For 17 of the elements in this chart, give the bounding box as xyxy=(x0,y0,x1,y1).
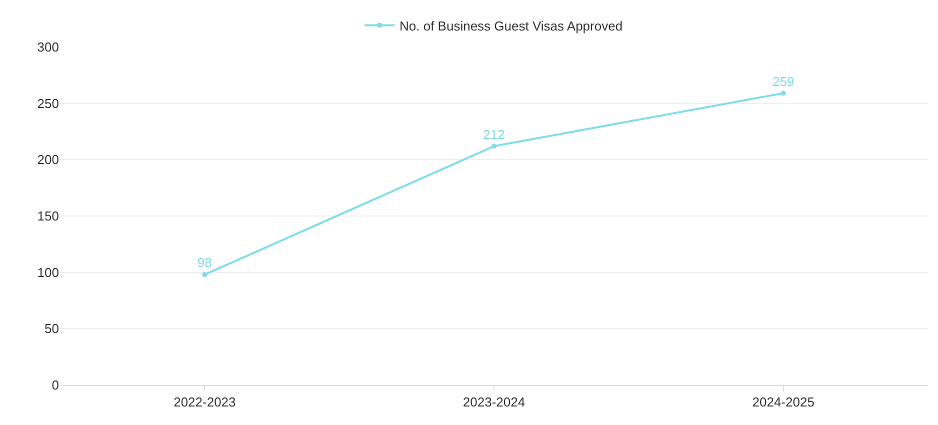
y-tick-label: 300 xyxy=(37,40,59,55)
legend-label: No. of Business Guest Visas Approved xyxy=(400,18,623,34)
y-tick-label: 50 xyxy=(44,321,59,336)
x-tick-label: 2022-2023 xyxy=(174,394,236,410)
y-tick-label: 100 xyxy=(37,264,59,280)
y-tick-label: 250 xyxy=(37,96,59,111)
x-tick-label: 2023-2024 xyxy=(462,394,526,410)
point xyxy=(780,90,786,96)
y-tick-label: 150 xyxy=(37,208,59,224)
y-tick-label: 200 xyxy=(37,152,59,168)
y-tick-label: 0 xyxy=(52,378,59,393)
data-label: 259 xyxy=(772,74,794,89)
data-label: 212 xyxy=(483,126,505,142)
point xyxy=(202,272,208,278)
point xyxy=(492,144,496,149)
data-label: 98 xyxy=(197,255,212,270)
x-tick-label: 2024-2025 xyxy=(752,394,814,410)
